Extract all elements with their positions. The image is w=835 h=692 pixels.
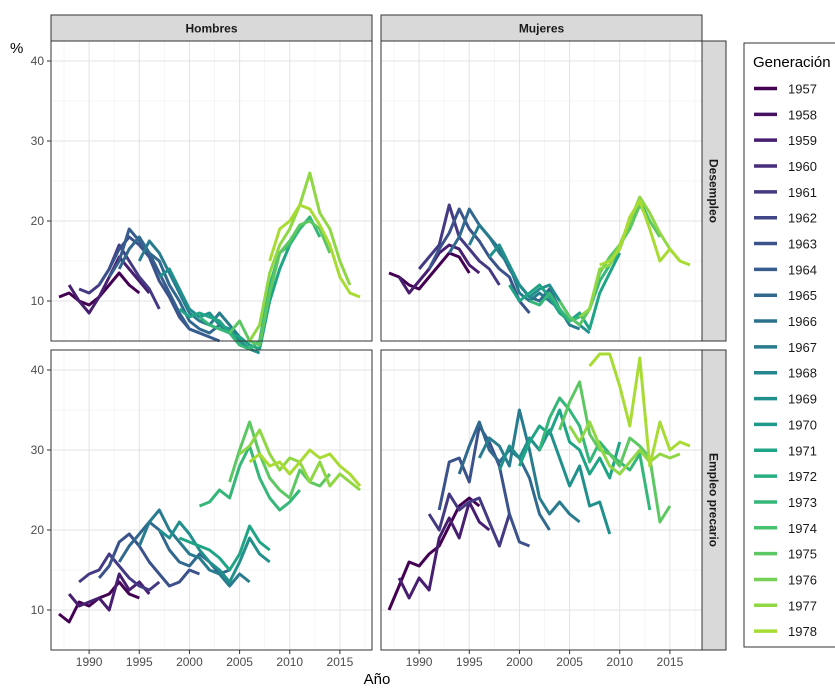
y-tick-label: 10	[31, 603, 45, 617]
legend-label-1975: 1975	[788, 547, 817, 562]
facet-strip-hombres	[50, 14, 373, 42]
legend-label-1965: 1965	[788, 288, 817, 303]
series-line-1971	[518, 408, 622, 480]
series-line-1957	[387, 496, 481, 611]
legend-label-1962: 1962	[788, 211, 817, 226]
legend-label-1978: 1978	[788, 624, 817, 639]
x-tick-label: 2010	[606, 655, 633, 669]
facet-label-desempleo: Desempleo	[707, 159, 721, 223]
series-line-1961	[78, 552, 161, 592]
series-line-1967	[137, 239, 251, 347]
series-line-1975	[228, 219, 332, 347]
x-tick-label: 2015	[327, 655, 354, 669]
series-line-1965	[117, 235, 231, 335]
y-tick-label: 40	[31, 54, 45, 68]
legend-label-1967: 1967	[788, 340, 817, 355]
series-line-1971	[178, 524, 271, 572]
x-tick-label: 2005	[226, 655, 253, 669]
series-line-1969	[498, 428, 612, 535]
legend-label-1957: 1957	[788, 82, 817, 97]
legend-label-1977: 1977	[788, 598, 817, 613]
facet-strip-desempleo	[701, 40, 727, 342]
series-line-1963	[427, 207, 531, 314]
x-tick-label: 1995	[456, 655, 483, 669]
series-line-1978	[588, 352, 691, 468]
series-line-1967	[477, 408, 581, 524]
series-line-1969	[158, 520, 271, 584]
x-tick-label: 2000	[506, 655, 533, 669]
y-tick-label: 40	[31, 363, 45, 377]
y-tick-label: 30	[31, 443, 45, 457]
legend-label-1959: 1959	[788, 133, 817, 148]
legend-label-1969: 1969	[788, 392, 817, 407]
series-group-desempleo-mujeres	[388, 195, 691, 335]
x-tick-label: 1995	[126, 655, 153, 669]
panel-border	[50, 349, 373, 651]
series-group-empleo-precario-mujeres	[387, 352, 691, 611]
series-group-desempleo-hombres	[58, 171, 361, 355]
legend-label-1973: 1973	[788, 495, 817, 510]
legend-label-1974: 1974	[788, 521, 817, 536]
legend-label-1964: 1964	[788, 262, 817, 277]
y-tick-label: 20	[31, 523, 45, 537]
legend-label-1960: 1960	[788, 159, 817, 174]
legend-label-1961: 1961	[788, 185, 817, 200]
legend-title: Generación	[753, 54, 831, 71]
series-line-1977	[568, 420, 681, 476]
x-tick-label: 2005	[556, 655, 583, 669]
facet-label-hombres: Hombres	[185, 22, 237, 36]
facet-strip-mujeres	[380, 14, 703, 42]
y-tick-label: 10	[31, 294, 45, 308]
series-line-1978	[268, 203, 361, 299]
series-line-1959	[397, 243, 481, 295]
x-tick-label: 2010	[276, 655, 303, 669]
series-line-1973	[538, 396, 652, 511]
legend-label-1966: 1966	[788, 314, 817, 329]
series-line-1959	[397, 500, 491, 600]
y-tick-label: 20	[31, 214, 45, 228]
series-line-1961	[78, 243, 161, 310]
legend-label-1972: 1972	[788, 469, 817, 484]
x-axis-label: Año	[364, 671, 391, 687]
legend-label-1976: 1976	[788, 572, 817, 587]
legend-label-1958: 1958	[788, 107, 817, 122]
x-tick-label: 1990	[76, 655, 103, 669]
legend-label-1963: 1963	[788, 237, 817, 252]
series-line-1964	[107, 227, 221, 343]
series-line-1963	[97, 532, 201, 588]
legend-label-1971: 1971	[788, 443, 817, 458]
facet-strip-empleo-precario	[701, 349, 727, 651]
panel-desempleo-mujeres	[381, 41, 702, 341]
series-line-1967	[137, 508, 251, 588]
legend-label-1968: 1968	[788, 366, 817, 381]
series-line-1978	[248, 448, 362, 487]
facet-label-empleo-precario: Empleo precario	[707, 453, 721, 547]
y-tick-label: 30	[31, 134, 45, 148]
x-tick-label: 2000	[176, 655, 203, 669]
y-axis-label: %	[10, 40, 23, 57]
series-line-1961	[427, 492, 511, 548]
series-line-1969	[158, 267, 261, 355]
x-tick-label: 1990	[406, 655, 433, 669]
legend-box	[743, 42, 835, 648]
facet-label-mujeres: Mujeres	[519, 22, 565, 36]
x-tick-label: 2015	[657, 655, 684, 669]
series-line-1975	[228, 420, 332, 500]
legend-label-1970: 1970	[788, 417, 817, 432]
series-line-1975	[558, 380, 672, 524]
series-group-empleo-precario-hombres	[58, 420, 362, 624]
series-line-1971	[178, 244, 292, 351]
series-line-1978	[599, 199, 691, 267]
